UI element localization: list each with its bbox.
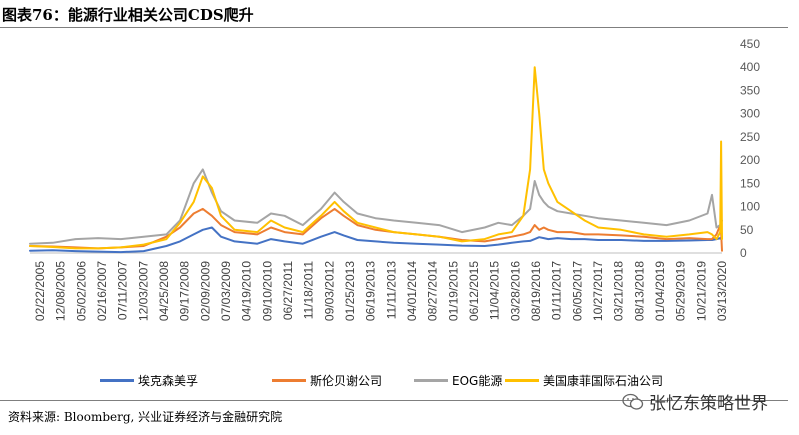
x-tick-label: 02/22/2005 [33, 261, 47, 321]
x-tick-label: 12/03/2007 [136, 261, 150, 321]
y-tick-label: 150 [740, 176, 760, 190]
footer-divider [0, 400, 788, 401]
x-tick-label: 01/25/2013 [343, 261, 357, 321]
y-tick-label: 0 [740, 246, 747, 260]
x-tick-label: 01/19/2015 [446, 261, 460, 321]
title-divider [0, 27, 788, 28]
x-tick-label: 04/25/2008 [157, 261, 171, 321]
chart-series [29, 66, 723, 254]
y-tick-label: 250 [740, 130, 760, 144]
x-tick-label: 03/21/2018 [612, 261, 626, 321]
x-tick-label: 05/02/2006 [74, 261, 88, 321]
watermark: 张忆东策略世界 [622, 389, 768, 414]
series-line-1 [29, 226, 723, 254]
x-tick-label: 10/27/2017 [591, 261, 605, 321]
x-tick-label: 04/19/2010 [240, 261, 254, 321]
wechat-icon [622, 393, 644, 410]
legend-label: EOG能源 [452, 374, 503, 388]
y-tick-label: 50 [740, 223, 754, 237]
x-tick-label: 09/10/2010 [260, 261, 274, 321]
y-tick-label: 450 [740, 37, 760, 51]
x-tick-label: 06/12/2015 [467, 261, 481, 321]
x-tick-label: 11/18/2011 [302, 261, 316, 320]
x-tick-label: 06/05/2017 [570, 261, 584, 321]
y-tick-label: 100 [740, 200, 760, 214]
x-tick-label: 07/11/2007 [116, 261, 130, 320]
x-tick-labels: 02/22/2005 12/08/2005 05/02/2006 02/16/2007… [33, 261, 729, 321]
y-tick-label: 400 [740, 60, 760, 74]
x-tick-label: 03/28/2016 [508, 261, 522, 321]
x-tick-label: 02/16/2007 [95, 261, 109, 321]
x-tick-label: 12/08/2005 [54, 261, 68, 321]
x-tick-label: 05/29/2019 [674, 261, 688, 321]
legend-label: 美国康菲国际石油公司 [543, 374, 664, 388]
legend-item: 埃克森美孚 [100, 372, 198, 389]
legend-swatch [414, 379, 448, 382]
legend-label: 埃克森美孚 [138, 374, 199, 388]
legend-swatch [505, 379, 539, 382]
x-tick-label: 08/13/2018 [632, 261, 646, 321]
legend-item: EOG能源 [414, 372, 502, 389]
y-tick-labels: 0 50 100 150 200 250 300 350 400 450 [740, 37, 760, 260]
x-tick-label: 08/27/2014 [426, 261, 440, 321]
chart-title: 图表76：能源行业相关公司CDS爬升 [2, 6, 254, 24]
x-tick-label: 09/03/2012 [322, 261, 336, 321]
x-tick-label: 06/19/2013 [364, 261, 378, 321]
x-tick-label: 01/04/2019 [653, 261, 667, 321]
series-line-3 [29, 168, 723, 245]
x-tick-label: 04/01/2014 [405, 261, 419, 321]
series-line-4 [29, 66, 723, 250]
watermark-text: 张忆东策略世界 [649, 394, 768, 414]
source-note: 资料来源: Bloomberg, 兴业证券经济与金融研究院 [8, 410, 283, 424]
x-tick-label: 07/03/2009 [219, 261, 233, 321]
x-tick-label: 10/21/2019 [694, 261, 708, 321]
x-tick-label: 11/04/2015 [488, 261, 502, 320]
x-tick-label: 11/11/2013 [384, 261, 398, 320]
x-tick-label: 03/13/2020 [715, 261, 729, 321]
line-chart: 02/22/2005 12/08/2005 05/02/2006 02/16/2007… [29, 37, 760, 321]
x-tick-label: 08/19/2016 [529, 261, 543, 321]
x-tick-label: 01/11/2017 [550, 261, 564, 320]
y-tick-label: 200 [740, 153, 760, 167]
legend-item: 美国康菲国际石油公司 [505, 372, 663, 389]
legend-label: 斯伦贝谢公司 [310, 374, 383, 388]
x-tick-label: 09/17/2008 [178, 261, 192, 321]
y-tick-label: 300 [740, 107, 760, 121]
x-tick-label: 06/27/2011 [281, 261, 295, 320]
legend-swatch [100, 379, 134, 382]
legend-swatch [272, 379, 306, 382]
legend-item: 斯伦贝谢公司 [272, 372, 382, 389]
x-tick-label: 02/09/2009 [198, 261, 212, 321]
y-tick-label: 350 [740, 83, 760, 97]
chart-legend: 埃克森美孚 斯伦贝谢公司 EOG能源 美国康菲国际石油公司 [100, 372, 790, 390]
